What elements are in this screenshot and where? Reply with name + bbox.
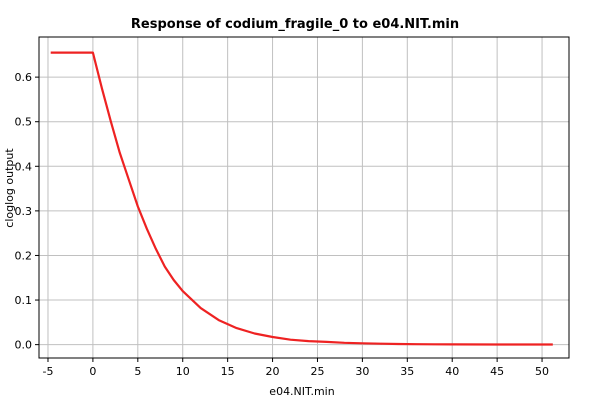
x-tick-label: 10 bbox=[176, 365, 190, 378]
y-tick-label: 0.5 bbox=[15, 116, 33, 129]
series-layer bbox=[50, 51, 553, 346]
y-tick-label: 0.0 bbox=[15, 339, 33, 352]
x-tick-label: 0 bbox=[89, 365, 96, 378]
y-axis-label: cloglog output bbox=[3, 148, 16, 228]
y-tick-label: 0.4 bbox=[15, 160, 33, 173]
chart-title: Response of codium_fragile_0 to e04.NIT.… bbox=[131, 17, 459, 32]
y-tick-label: 0.6 bbox=[15, 71, 33, 84]
axis-ticks: -5 0 5 10 15 20 25 30 35 40 45 50 0.0 0.1 0.2 0.3 0.4 0.5… bbox=[15, 36, 570, 378]
x-tick-label: 45 bbox=[490, 365, 504, 378]
x-axis-label: e04.NIT.min bbox=[269, 385, 334, 398]
x-tick-label: 20 bbox=[266, 365, 280, 378]
y-tick-label: 0.1 bbox=[15, 294, 33, 307]
x-tick-label: 15 bbox=[221, 365, 235, 378]
x-tick-label: 25 bbox=[310, 365, 324, 378]
x-tick-label: 40 bbox=[445, 365, 459, 378]
x-tick-label: 5 bbox=[134, 365, 141, 378]
x-tick-label: -5 bbox=[42, 365, 53, 378]
x-tick-label: 30 bbox=[355, 365, 369, 378]
x-tick-label: 35 bbox=[400, 365, 414, 378]
y-tick-label: 0.3 bbox=[15, 205, 33, 218]
x-tick-label: 50 bbox=[535, 365, 549, 378]
series-line bbox=[50, 51, 553, 346]
y-tick-label: 0.2 bbox=[15, 249, 33, 262]
plot-border bbox=[38, 36, 570, 359]
plot-area bbox=[38, 36, 570, 359]
